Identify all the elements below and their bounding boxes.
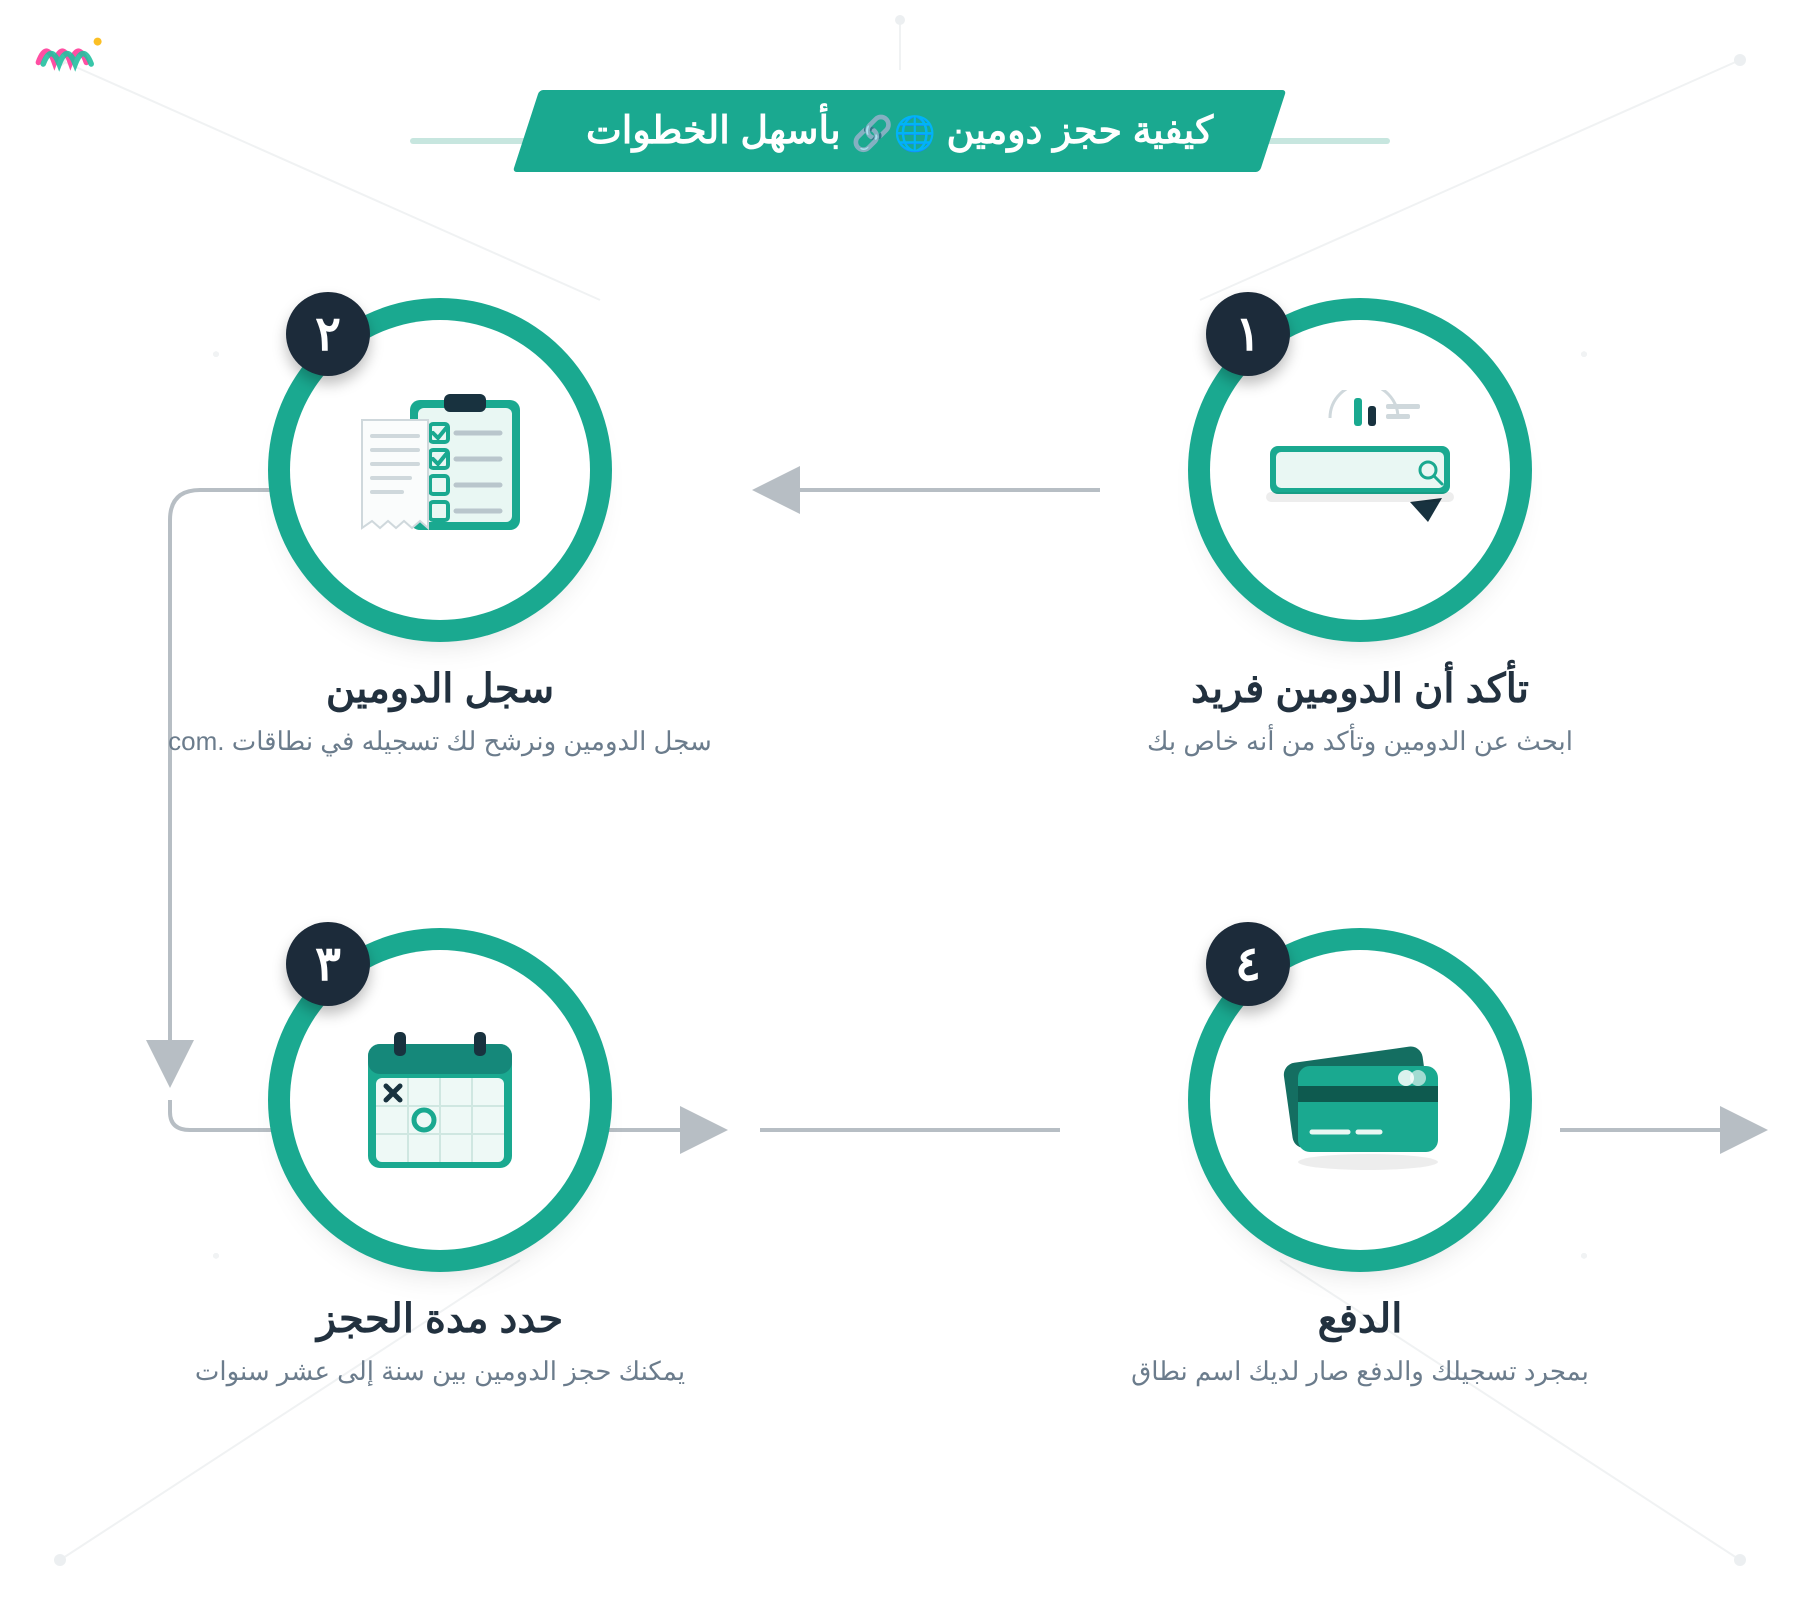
step-1: ١ تأكد أن الدومين فريد ابحث عن الدومين و…: [1080, 320, 1640, 761]
step-1-title: تأكد أن الدومين فريد: [1080, 666, 1640, 712]
step-4-circle: ٤: [1210, 950, 1510, 1250]
step-4-badge: ٤: [1206, 922, 1290, 1006]
step-3-badge: ٣: [286, 922, 370, 1006]
step-2-circle: ٢: [290, 320, 590, 620]
title-suffix: بأسهل الخطوات: [586, 110, 841, 152]
step-3: ٣ حدد مدة الحجز ي: [160, 950, 720, 1391]
title-ribbon: كيفية حجز دومين 🌐🔗 بأسهل الخطوات: [513, 90, 1287, 172]
step-1-badge: ١: [1206, 292, 1290, 376]
step-2-sub: سجل الدومين ونرشح لك تسجيله في نطاقات .c…: [160, 722, 720, 761]
credit-cards-icon: [1260, 1020, 1460, 1180]
step-1-circle: ١: [1210, 320, 1510, 620]
infographic-stage: كيفية حجز دومين 🌐🔗 بأسهل الخطوات: [0, 0, 1800, 1610]
search-bar-icon: [1260, 390, 1460, 550]
step-3-sub: يمكنك حجز الدومين بين سنة إلى عشر سنوات: [160, 1352, 720, 1391]
step-4-sub: بمجرد تسجيلك والدفع صار لديك اسم نطاق: [1080, 1352, 1640, 1391]
step-1-sub: ابحث عن الدومين وتأكد من أنه خاص بك: [1080, 722, 1640, 761]
step-2-badge: ٢: [286, 292, 370, 376]
title-emojis: 🌐🔗: [852, 115, 937, 153]
calendar-icon: [340, 1020, 540, 1180]
step-4: ٤ الدفع بمجرد تسجيلك والدفع صار لديك اسم…: [1080, 950, 1640, 1391]
checklist-icon: [340, 390, 540, 550]
step-3-title: حدد مدة الحجز: [160, 1296, 720, 1342]
step-2: ٢: [160, 320, 720, 761]
title-prefix: كيفية حجز دومين: [947, 110, 1214, 152]
step-4-title: الدفع: [1080, 1296, 1640, 1342]
brand-logo: [32, 22, 112, 82]
title-banner: كيفية حجز دومين 🌐🔗 بأسهل الخطوات: [410, 90, 1390, 172]
step-3-circle: ٣: [290, 950, 590, 1250]
step-2-title: سجل الدومين: [160, 666, 720, 712]
